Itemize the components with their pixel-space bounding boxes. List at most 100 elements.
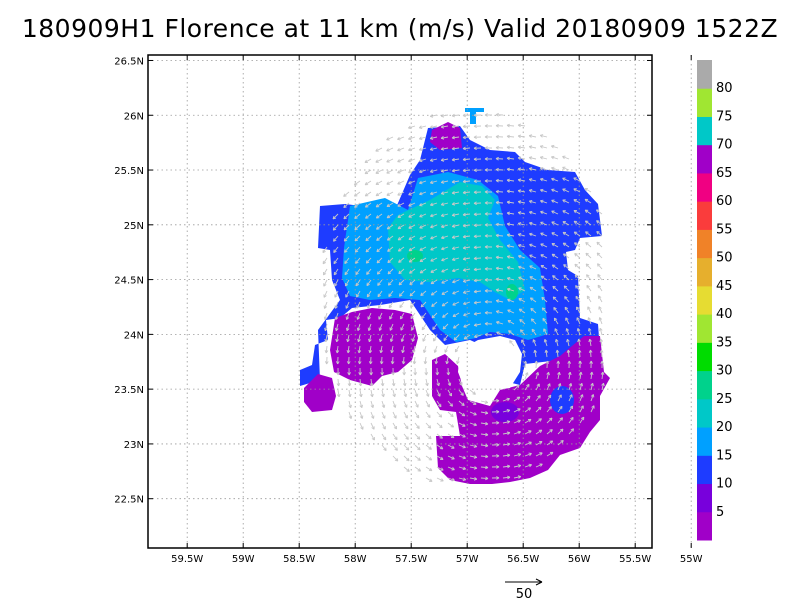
wind-vector: [442, 323, 449, 330]
wind-vector-head: [517, 430, 521, 435]
wind-vector-head: [386, 203, 391, 208]
wind-region-0-5-west: [330, 308, 418, 386]
wind-vector-head: [387, 270, 392, 275]
wind-vector-head: [527, 395, 531, 400]
wind-vector: [552, 285, 559, 292]
wind-vector: [462, 180, 471, 183]
wind-vector: [375, 169, 383, 174]
wind-vector-head: [496, 398, 500, 403]
wind-vector-head: [495, 134, 499, 139]
wind-vector: [425, 455, 432, 461]
wind-vector-head: [506, 431, 511, 435]
wind-vector: [408, 147, 416, 151]
colorbar-label: 20: [716, 420, 733, 435]
wind-vector-head: [357, 349, 362, 354]
wind-vector: [513, 453, 521, 457]
wind-vector: [370, 389, 373, 397]
wind-vector: [419, 257, 427, 262]
wind-vector: [425, 433, 432, 440]
wind-vector-head: [548, 417, 553, 422]
wind-vector-head: [577, 349, 582, 353]
wind-vector: [585, 242, 592, 248]
wind-vector: [502, 476, 511, 479]
wind-vector-head: [398, 281, 403, 286]
wind-vector-head: [404, 415, 408, 419]
wind-vector-head: [345, 305, 349, 309]
wind-vector-head: [462, 223, 467, 228]
storm-eye: [458, 336, 522, 396]
wind-vector-head: [517, 243, 522, 248]
wind-vector-head: [381, 404, 386, 408]
wind-vector: [436, 411, 442, 418]
wind-vector: [454, 345, 460, 353]
wind-vector: [387, 268, 394, 275]
wind-vector: [462, 147, 471, 150]
wind-vector: [419, 246, 427, 251]
wind-vector: [529, 276, 537, 281]
wind-vector-head: [367, 327, 372, 331]
wind-vector-head: [528, 430, 532, 434]
wind-vector: [551, 156, 559, 160]
wind-vector: [392, 400, 396, 408]
wind-vector: [381, 400, 385, 408]
wind-vector: [513, 384, 520, 391]
wind-vector: [601, 371, 604, 380]
wind-vector-head: [419, 169, 423, 174]
wind-vector-head: [473, 444, 478, 448]
wind-vector-head: [528, 463, 532, 468]
wind-vector: [518, 244, 526, 248]
wind-vector: [524, 360, 527, 369]
wind-vector: [414, 433, 421, 440]
wind-vector: [590, 372, 593, 380]
wind-vector: [529, 265, 537, 270]
wind-vector: [564, 306, 570, 314]
wind-vector-head: [580, 405, 584, 409]
wind-vector: [513, 408, 521, 413]
wind-vector: [386, 213, 394, 219]
colorbar-label: 80: [716, 81, 733, 96]
wind-vector: [452, 268, 460, 272]
wind-vector-head: [585, 231, 589, 235]
wind-vector-head: [379, 361, 384, 365]
wind-vector-head: [449, 403, 453, 407]
wind-vector: [354, 224, 361, 231]
wind-vector-head: [419, 281, 424, 285]
wind-vector-head: [402, 372, 406, 376]
wind-vector: [381, 411, 386, 419]
wind-vector: [507, 299, 515, 303]
wind-vector: [387, 246, 394, 252]
wind-vector-head: [364, 159, 368, 163]
wind-vector: [408, 235, 416, 240]
wind-vector: [524, 464, 532, 468]
wind-vector: [419, 213, 427, 218]
wind-vector-head: [355, 260, 359, 264]
wind-vector-head: [375, 192, 380, 197]
wind-vector-head: [401, 349, 405, 354]
wind-vector: [474, 323, 482, 326]
wind-vector: [375, 180, 383, 185]
wind-vector-head: [451, 113, 456, 118]
wind-vector: [436, 477, 444, 482]
wind-vector: [368, 334, 372, 342]
wind-vector: [452, 312, 460, 317]
wind-vector-head: [433, 349, 438, 353]
wind-vector-head: [451, 246, 456, 250]
wind-vector-head: [551, 188, 555, 193]
wind-vector-head: [392, 393, 396, 398]
wind-vector: [447, 433, 455, 439]
wind-vector-head: [430, 247, 434, 251]
wind-vector-head: [555, 349, 560, 353]
wind-vector: [452, 202, 460, 205]
wind-vector-head: [440, 180, 445, 184]
wind-vector: [590, 383, 594, 391]
wind-vector: [410, 312, 416, 320]
wind-vector: [334, 290, 339, 298]
wind-vector: [386, 147, 394, 152]
wind-vector-head: [441, 291, 445, 295]
wind-vector-head: [440, 113, 445, 118]
wind-vector-head: [562, 199, 566, 203]
wind-vector-head: [440, 202, 445, 206]
wind-vector: [463, 213, 471, 216]
wind-vector: [386, 202, 394, 207]
wind-vector-head: [390, 361, 395, 365]
